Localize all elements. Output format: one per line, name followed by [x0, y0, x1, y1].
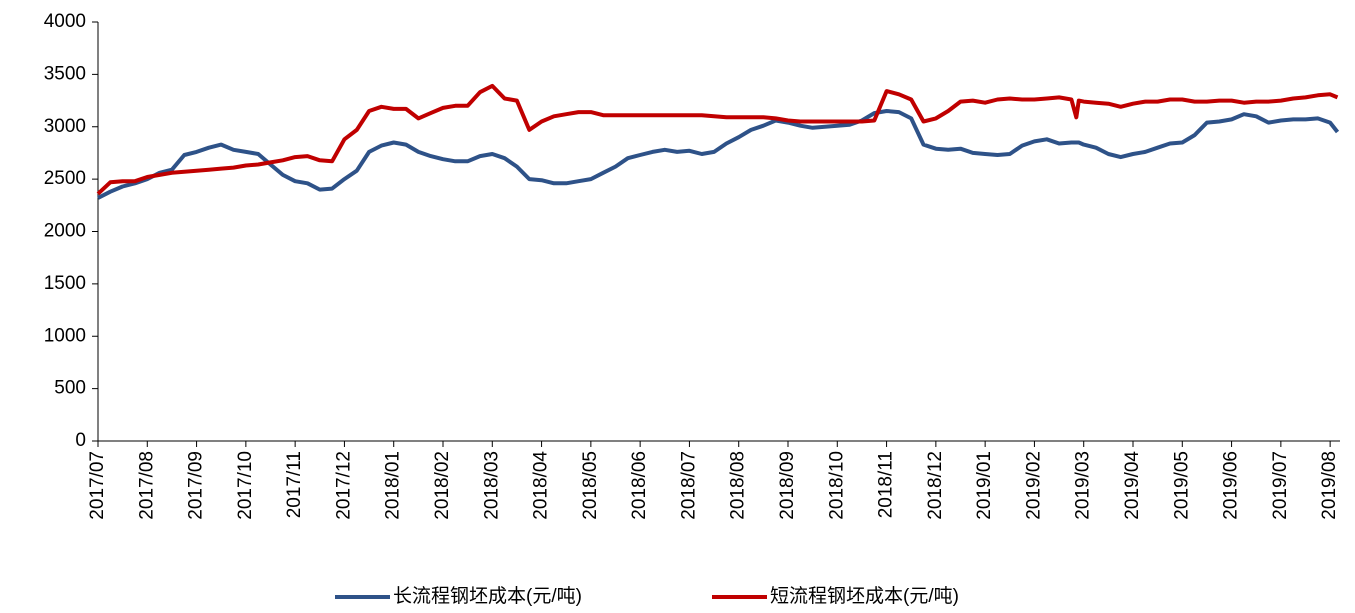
- x-tick-label: 2019/05: [1171, 451, 1192, 520]
- series-line: [97, 109, 1340, 200]
- y-tick-label: 2500: [44, 168, 86, 189]
- x-tick-label: 2019/04: [1122, 451, 1143, 520]
- x-tick-label: 2019/02: [1023, 451, 1044, 520]
- x-tick-label: 2019/08: [1319, 451, 1340, 520]
- x-tick-label: 2017/08: [136, 451, 157, 520]
- x-tick-label: 2018/02: [432, 451, 453, 520]
- y-tick-label: 3000: [44, 116, 86, 137]
- x-tick-label: 2018/08: [728, 451, 749, 520]
- y-tick-label: 1000: [44, 325, 86, 346]
- x-tick-label: 2019/03: [1073, 451, 1094, 520]
- x-tick-label: 2017/09: [186, 451, 207, 520]
- legend-label: 短流程钢坯成本(元/吨): [770, 585, 959, 607]
- y-tick-label: 3500: [44, 63, 86, 84]
- y-tick-label: 500: [54, 378, 86, 399]
- x-tick-label: 2017/12: [333, 451, 354, 520]
- y-tick-label: 1500: [44, 273, 86, 294]
- y-tick-label: 2000: [44, 221, 86, 242]
- y-tick-label: 0: [75, 430, 86, 451]
- x-tick-label: 2018/11: [876, 451, 897, 518]
- x-tick-label: 2019/06: [1221, 451, 1242, 520]
- x-tick-label: 2018/12: [925, 451, 946, 520]
- legend-label: 长流程钢坯成本(元/吨): [393, 585, 582, 607]
- x-tick-label: 2018/06: [629, 451, 650, 520]
- series-line: [96, 83, 1339, 196]
- x-tick-label: 2017/07: [87, 451, 108, 520]
- x-tick-label: 2019/01: [974, 451, 995, 520]
- x-tick-label: 2018/04: [531, 451, 552, 520]
- x-tick-label: 2018/01: [383, 451, 404, 520]
- x-tick-label: 2017/10: [235, 451, 256, 520]
- x-tick-label: 2018/07: [678, 451, 699, 520]
- x-tick-label: 2019/07: [1270, 451, 1291, 520]
- x-tick-label: 2018/05: [580, 451, 601, 520]
- x-tick-label: 2017/11: [284, 451, 305, 518]
- x-tick-label: 2018/10: [826, 451, 847, 520]
- y-tick-label: 4000: [44, 11, 86, 32]
- x-tick-label: 2018/09: [777, 451, 798, 520]
- x-tick-label: 2018/03: [481, 451, 502, 520]
